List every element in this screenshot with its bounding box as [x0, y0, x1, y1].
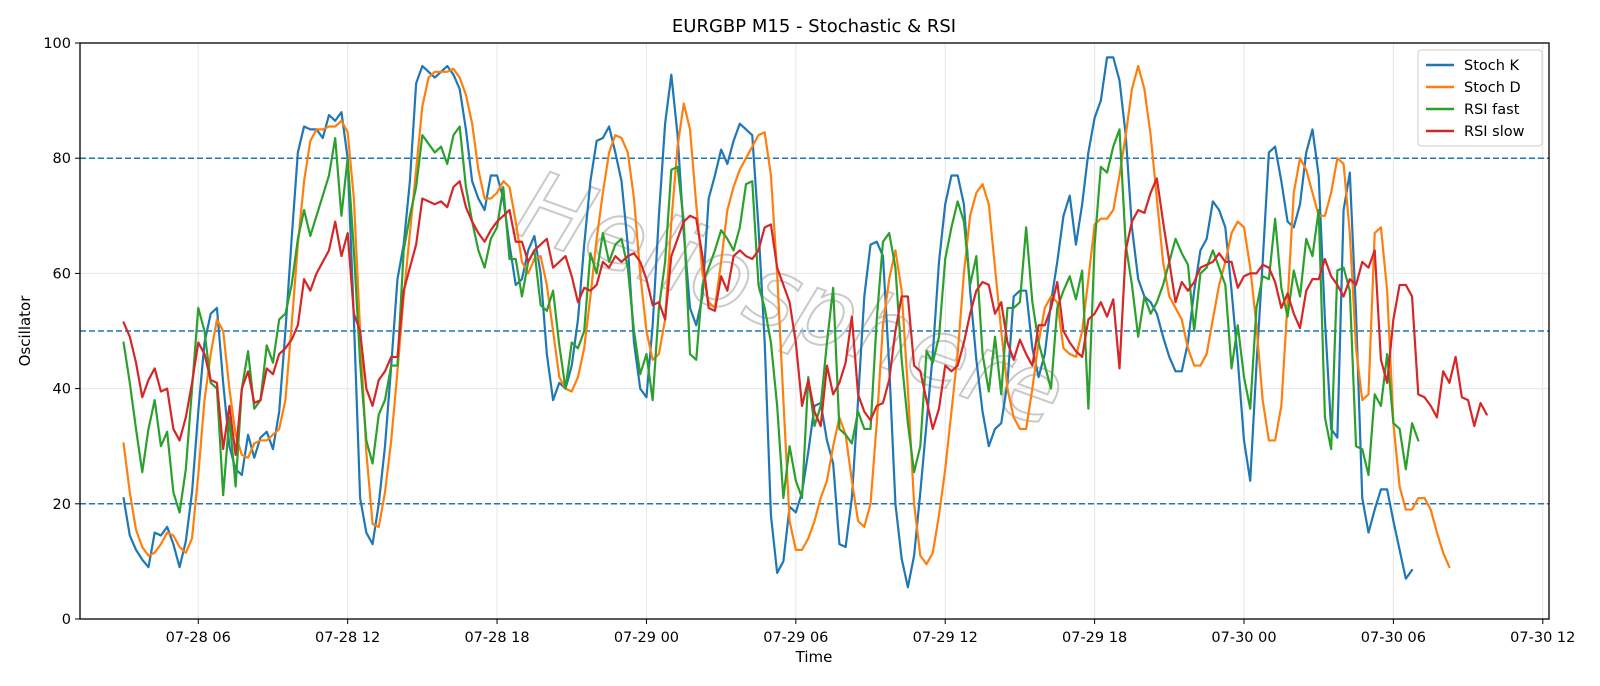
x-tick-label: 07-29 18: [1062, 630, 1127, 646]
series-line-rsi-fast: [122, 125, 1420, 514]
series-line-rsi-slow: [122, 177, 1488, 456]
legend-label-stoch-d: Stoch D: [1464, 80, 1521, 96]
y-axis: 0 20 40 60 80 100: [43, 36, 80, 628]
y-tick-label: 80: [53, 151, 71, 167]
x-tick-label: 07-30 06: [1361, 630, 1426, 646]
legend-label-rsi-slow: RSI slow: [1464, 124, 1525, 140]
legend-box: [1417, 49, 1543, 147]
x-tick-label: 07-29 12: [913, 630, 978, 646]
legend: Stoch K Stoch D RSI fast RSI slow: [1417, 49, 1543, 147]
chart-title: EURGBP M15 - Stochastic & RSI: [672, 16, 956, 37]
y-tick-label: 60: [53, 266, 71, 282]
x-axis: 07-28 06 07-28 12 07-28 18 07-29 00 07-29 06…: [166, 619, 1575, 646]
x-tick-label: 07-28 06: [166, 630, 231, 646]
x-tick-label: 07-29 06: [763, 630, 828, 646]
x-tick-label: 07-30 00: [1211, 630, 1276, 646]
legend-label-rsi-fast: RSI fast: [1464, 102, 1520, 118]
legend-label-stoch-k: Stoch K: [1464, 58, 1520, 74]
x-tick-label: 07-28 12: [315, 630, 380, 646]
y-tick-label: 100: [43, 36, 71, 52]
x-tick-label: 07-28 18: [464, 630, 529, 646]
reference-lines: [80, 157, 1549, 505]
y-axis-label: Oscillator: [16, 295, 34, 367]
x-tick-label: 07-29 00: [614, 630, 679, 646]
series-line-stoch-d: [122, 64, 1451, 569]
series-layer: [122, 56, 1488, 589]
series-line-stoch-k: [122, 56, 1414, 589]
x-tick-label: 07-30 12: [1510, 630, 1575, 646]
x-axis-label: Time: [795, 648, 833, 666]
y-tick-label: 20: [53, 497, 71, 513]
y-tick-label: 40: [53, 382, 71, 398]
plot-frame: [79, 42, 1550, 620]
y-tick-label: 0: [62, 612, 71, 628]
